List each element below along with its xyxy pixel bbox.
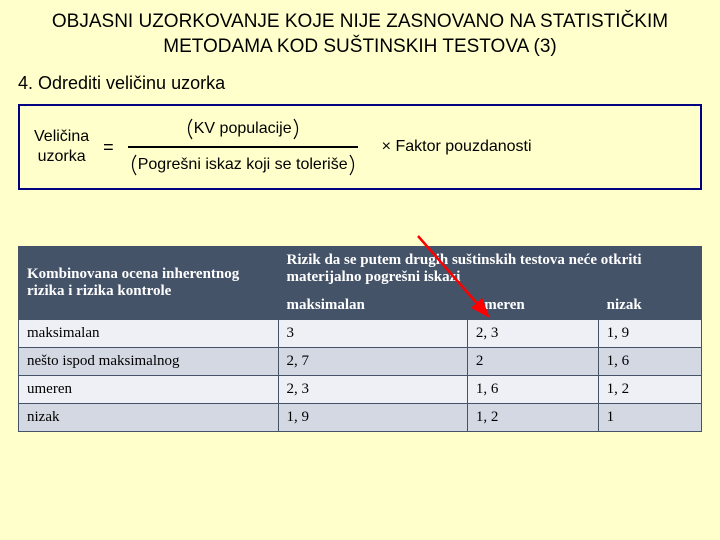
cell: 1 <box>598 404 701 432</box>
cell: 2, 3 <box>467 320 598 348</box>
slide-title: OBJASNI UZORKOVANJE KOJE NIJE ZASNOVANO … <box>18 10 702 59</box>
cell: 1, 6 <box>467 376 598 404</box>
table-row: nešto ispod maksimalnog 2, 7 2 1, 6 <box>19 348 702 376</box>
cell: 3 <box>278 320 467 348</box>
cell: 1, 2 <box>598 376 701 404</box>
formula-denominator: Pogrešni iskaz koji se toleriše <box>138 156 348 174</box>
row-label: nešto ispod maksimalnog <box>19 348 279 376</box>
formula-box: Veličina uzorka = KV populacije Pogrešni… <box>18 104 702 190</box>
table-row: nizak 1, 9 1, 2 1 <box>19 404 702 432</box>
cell: 2 <box>467 348 598 376</box>
table-subcol-0: maksimalan <box>278 292 467 320</box>
right-paren-icon <box>348 154 358 176</box>
table-header-left: Kombinovana ocena inherentnog rizika i r… <box>19 247 279 320</box>
table-header-right: Rizik da se putem drugih suštinskih test… <box>278 247 701 292</box>
formula-lhs-line1: Veličina <box>34 127 89 148</box>
table-subcol-2: nizak <box>598 292 701 320</box>
cell: 2, 3 <box>278 376 467 404</box>
right-paren-icon <box>292 118 302 140</box>
table-row: maksimalan 3 2, 3 1, 9 <box>19 320 702 348</box>
table-row: umeren 2, 3 1, 6 1, 2 <box>19 376 702 404</box>
formula-fraction: KV populacije Pogrešni iskaz koji se tol… <box>128 118 358 176</box>
row-label: umeren <box>19 376 279 404</box>
slide-subtitle: 4. Odrediti veličinu uzorka <box>18 73 702 94</box>
row-label: nizak <box>19 404 279 432</box>
formula-equals: = <box>103 137 114 158</box>
cell: 1, 2 <box>467 404 598 432</box>
risk-table: Kombinovana ocena inherentnog rizika i r… <box>18 246 702 432</box>
table-subcol-1: umeren <box>467 292 598 320</box>
cell: 1, 9 <box>278 404 467 432</box>
cell: 1, 6 <box>598 348 701 376</box>
row-label: maksimalan <box>19 320 279 348</box>
formula-lhs-line2: uzorka <box>34 147 89 168</box>
formula-lhs: Veličina uzorka <box>34 127 89 169</box>
formula-factor: × Faktor pouzdanosti <box>382 138 532 156</box>
cell: 2, 7 <box>278 348 467 376</box>
fraction-line <box>128 146 358 148</box>
cell: 1, 9 <box>598 320 701 348</box>
left-paren-icon <box>184 118 194 140</box>
formula-numerator: KV populacije <box>194 120 292 138</box>
left-paren-icon <box>128 154 138 176</box>
